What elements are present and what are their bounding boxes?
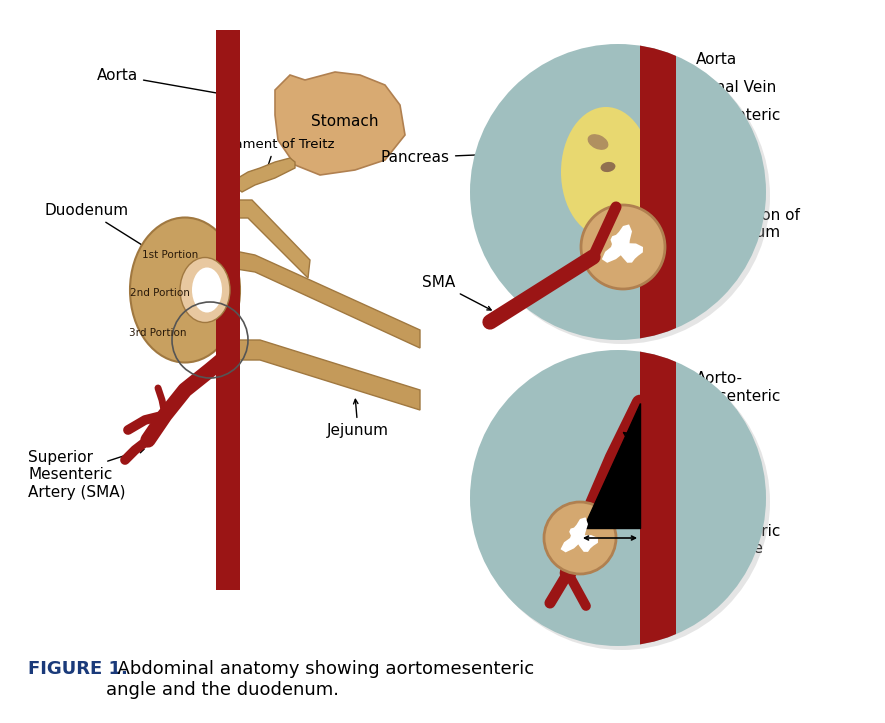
Polygon shape [583, 403, 640, 528]
Text: Aorta: Aorta [96, 68, 224, 95]
Polygon shape [602, 224, 643, 263]
Circle shape [470, 44, 766, 340]
Polygon shape [275, 72, 405, 175]
Polygon shape [230, 200, 310, 278]
Text: 1st Portion: 1st Portion [142, 250, 198, 260]
Circle shape [581, 205, 665, 289]
Text: Renal Vein: Renal Vein [667, 80, 776, 111]
Text: Abdominal anatomy showing aortomesenteric
angle and the duodenum.: Abdominal anatomy showing aortomesenteri… [106, 660, 535, 699]
Text: FIGURE 1.: FIGURE 1. [28, 660, 127, 678]
Text: Pancreas: Pancreas [381, 148, 592, 165]
Text: Ligament of Treitz: Ligament of Treitz [215, 138, 335, 171]
Text: Duodenum: Duodenum [45, 203, 146, 248]
Circle shape [474, 354, 770, 650]
Ellipse shape [130, 218, 240, 362]
Polygon shape [560, 518, 598, 552]
Text: 3rd Portion of
Duodenum: 3rd Portion of Duodenum [647, 208, 800, 247]
Ellipse shape [601, 162, 615, 172]
Ellipse shape [192, 268, 222, 312]
Bar [640, 44, 676, 340]
Circle shape [474, 48, 770, 344]
Circle shape [470, 350, 766, 646]
Polygon shape [230, 250, 420, 348]
Polygon shape [232, 158, 295, 192]
Text: SMA: SMA [422, 275, 491, 310]
Text: 2nd Portion: 2nd Portion [130, 288, 190, 298]
Text: Jejunum: Jejunum [327, 399, 389, 438]
Text: Aorto-
Mesenteric
Angle: Aorto- Mesenteric Angle [636, 371, 781, 455]
Text: Aorta: Aorta [667, 52, 737, 80]
Text: 3rd Portion: 3rd Portion [129, 328, 187, 338]
Bar [640, 350, 676, 646]
Ellipse shape [588, 134, 608, 150]
Text: Stomach: Stomach [312, 114, 379, 129]
Ellipse shape [561, 107, 651, 237]
Polygon shape [230, 340, 420, 410]
Text: Aorto-
Mesenteric
Distance: Aorto- Mesenteric Distance [614, 506, 781, 556]
Circle shape [544, 502, 616, 574]
Text: Mesenteric
Fat: Mesenteric Fat [647, 108, 781, 161]
Ellipse shape [180, 257, 230, 322]
Text: Superior
Mesenteric
Artery (SMA): Superior Mesenteric Artery (SMA) [28, 450, 126, 500]
Bar [216, 30, 240, 590]
